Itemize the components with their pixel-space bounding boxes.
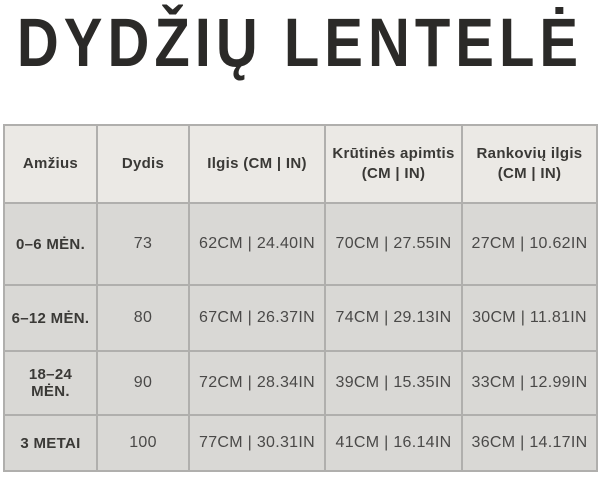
- table-row: 18–24 MĖN. 90 72CM | 28.34IN 39CM | 15.3…: [3, 350, 598, 416]
- table-row: 6–12 MĖN. 80 67CM | 26.37IN 74CM | 29.13…: [3, 284, 598, 352]
- cell-chest: 70CM | 27.55IN: [324, 202, 463, 286]
- column-header-size: Dydis: [96, 124, 190, 204]
- column-header-length: Ilgis (CM | IN): [188, 124, 326, 204]
- page-title: DYDŽIŲ LENTELĖ: [16, 4, 584, 81]
- cell-chest: 39CM | 15.35IN: [324, 350, 463, 416]
- cell-sleeve: 33CM | 12.99IN: [461, 350, 598, 416]
- size-table: Amžius Dydis Ilgis (CM | IN) Krūtinės ap…: [3, 124, 598, 472]
- cell-sleeve: 30CM | 11.81IN: [461, 284, 598, 352]
- table-header-row: Amžius Dydis Ilgis (CM | IN) Krūtinės ap…: [3, 124, 598, 204]
- cell-sleeve: 27CM | 10.62IN: [461, 202, 598, 286]
- cell-length: 77CM | 30.31IN: [188, 414, 326, 472]
- cell-length: 62CM | 24.40IN: [188, 202, 326, 286]
- column-header-sleeve: Rankovių ilgis (CM | IN): [461, 124, 598, 204]
- cell-age: 3 METAI: [3, 414, 98, 472]
- cell-size: 100: [96, 414, 190, 472]
- cell-length: 72CM | 28.34IN: [188, 350, 326, 416]
- cell-chest: 41CM | 16.14IN: [324, 414, 463, 472]
- cell-chest: 74CM | 29.13IN: [324, 284, 463, 352]
- cell-size: 90: [96, 350, 190, 416]
- cell-length: 67CM | 26.37IN: [188, 284, 326, 352]
- column-header-age: Amžius: [3, 124, 98, 204]
- cell-size: 80: [96, 284, 190, 352]
- table-row: 3 METAI 100 77CM | 30.31IN 41CM | 16.14I…: [3, 414, 598, 472]
- cell-age: 18–24 MĖN.: [3, 350, 98, 416]
- cell-sleeve: 36CM | 14.17IN: [461, 414, 598, 472]
- cell-age: 6–12 MĖN.: [3, 284, 98, 352]
- column-header-chest: Krūtinės apimtis (CM | IN): [324, 124, 463, 204]
- table-row: 0–6 MĖN. 73 62CM | 24.40IN 70CM | 27.55I…: [3, 202, 598, 286]
- cell-age: 0–6 MĖN.: [3, 202, 98, 286]
- cell-size: 73: [96, 202, 190, 286]
